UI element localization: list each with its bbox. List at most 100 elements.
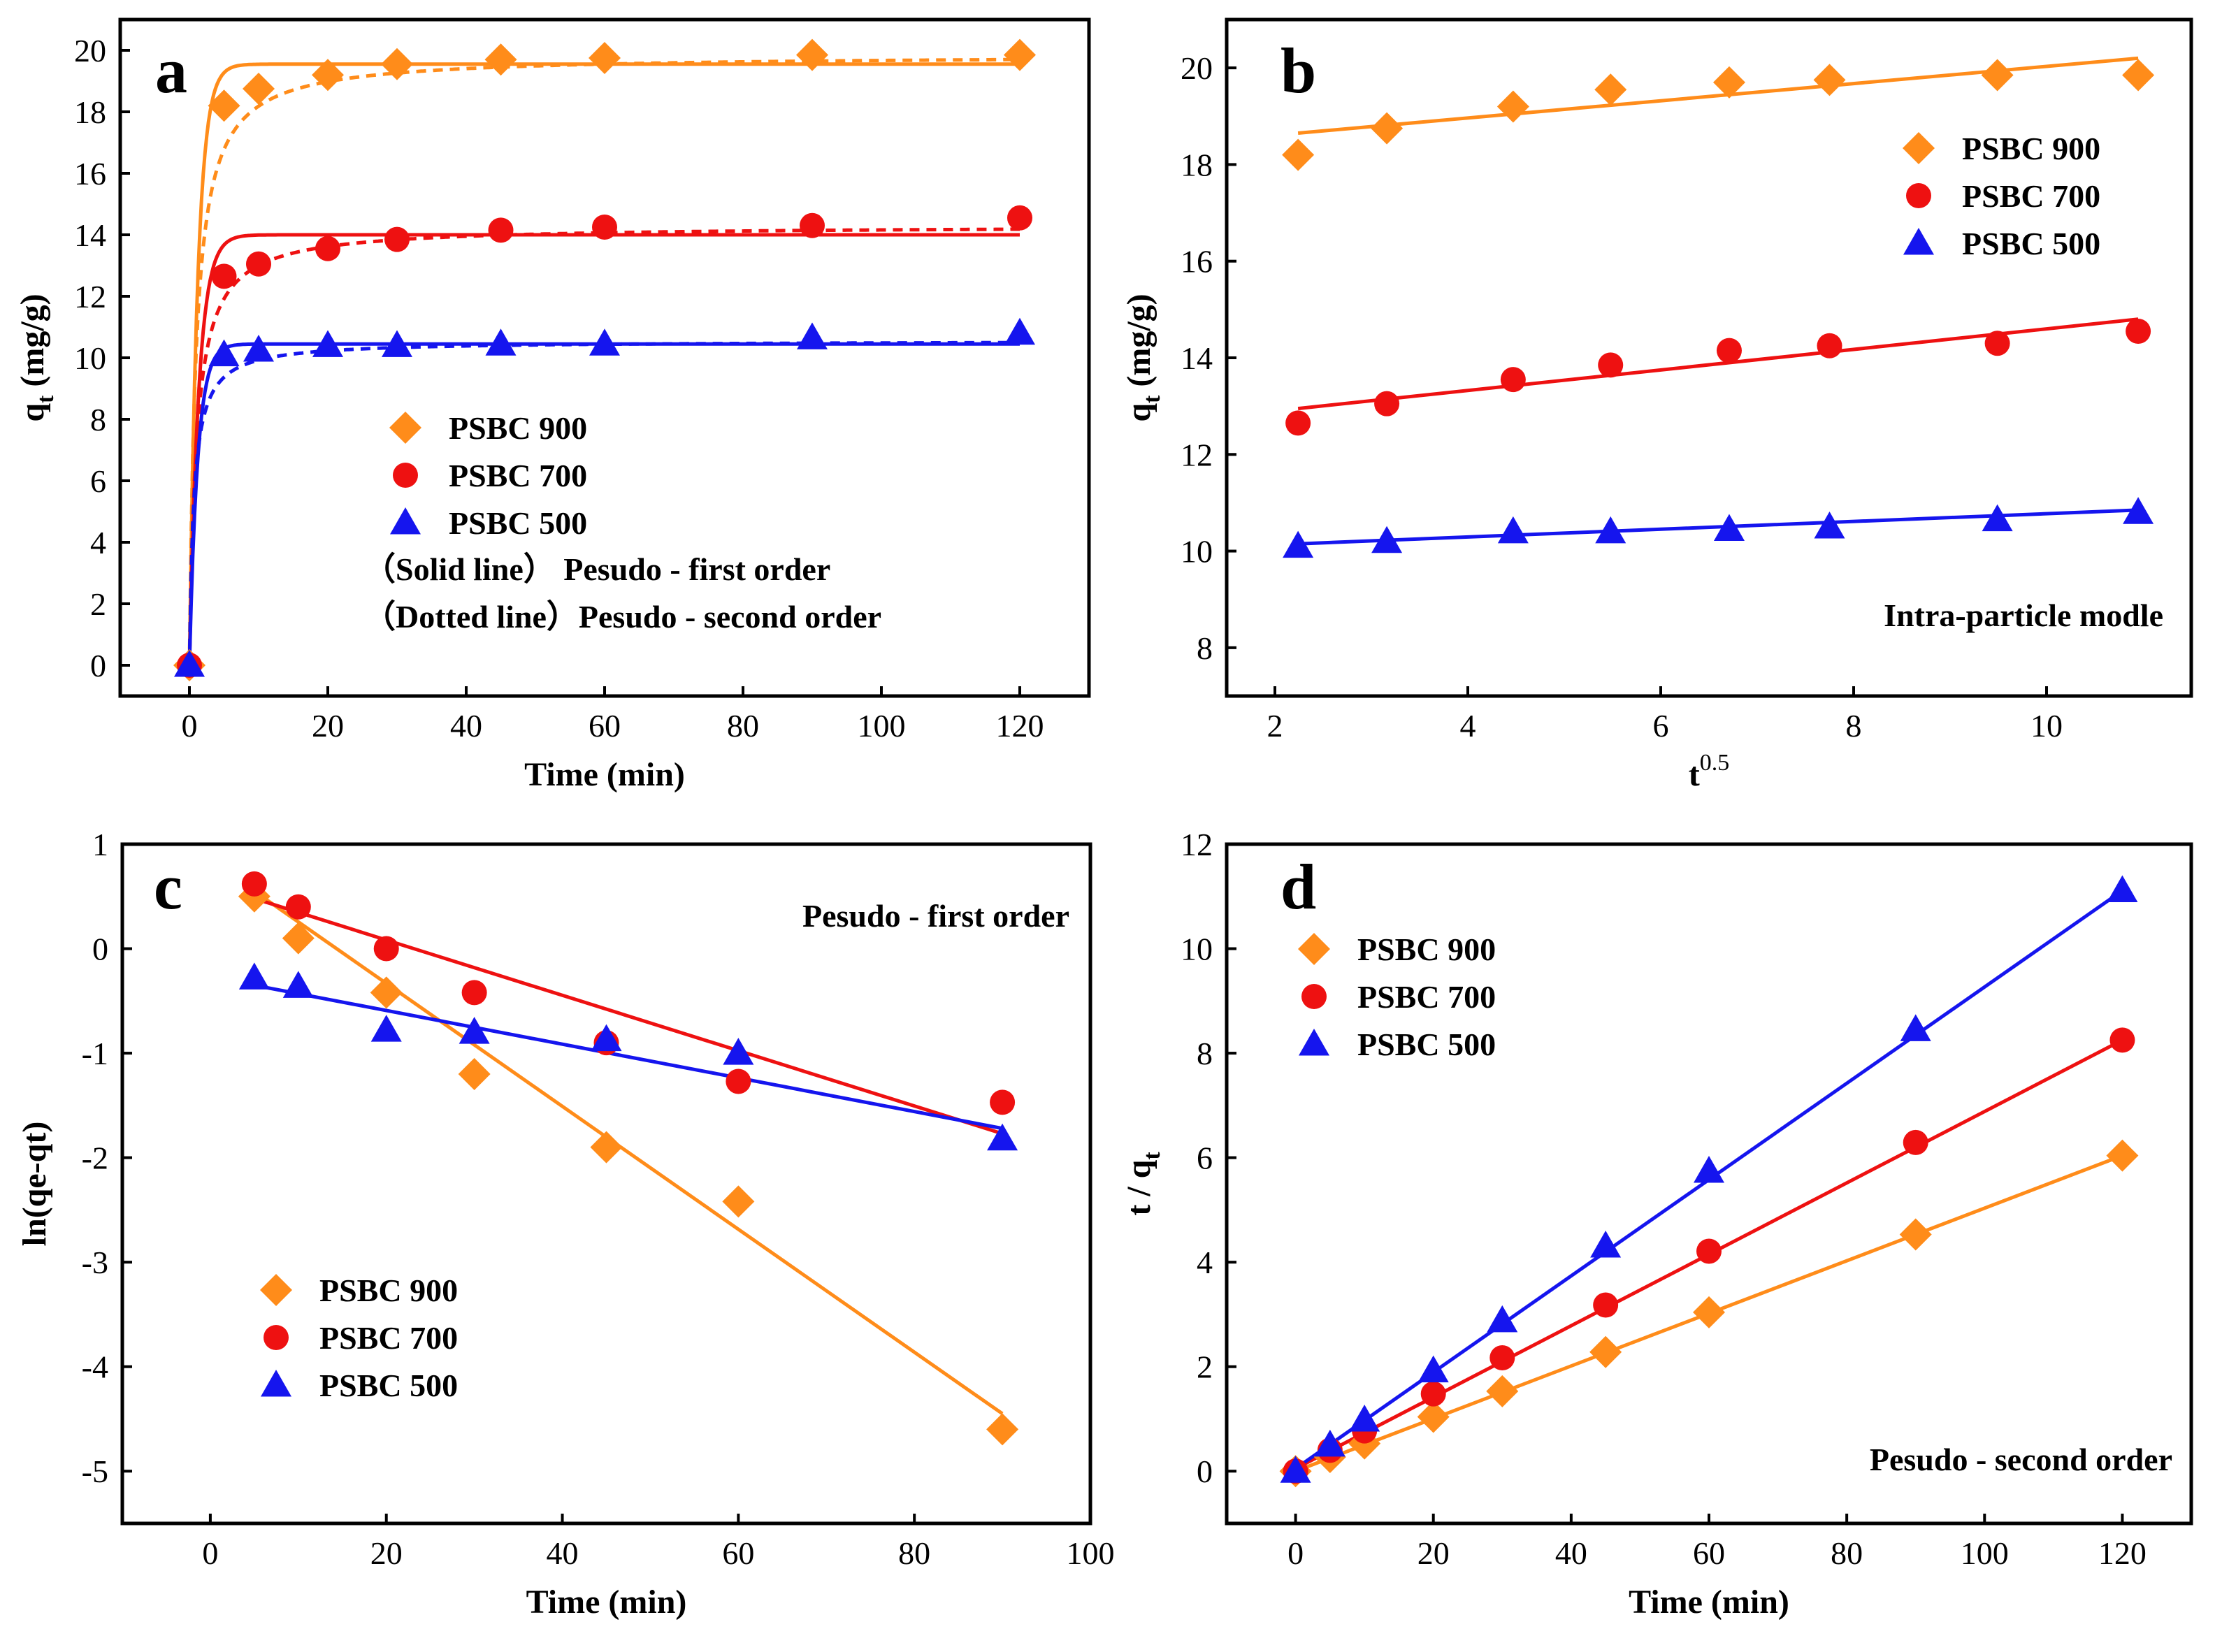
- panel-b: 2 4 6 8 10 8 10 12 14 16 18 20 t0.5 qt (mg/g) b PSBC 90…: [1120, 17, 2193, 793]
- legend-marker-psbc-900: [260, 1274, 292, 1306]
- data-point-psbc-500: [1487, 1305, 1518, 1333]
- data-point-psbc-500: [370, 1015, 402, 1042]
- data-point-psbc-500: [1349, 1404, 1380, 1432]
- data-point-psbc-500: [282, 971, 314, 998]
- x-tick-label: 20: [1417, 1535, 1450, 1571]
- y-tick-label: 2: [1197, 1349, 1213, 1385]
- x-tick-label: 100: [858, 708, 906, 744]
- data-point-psbc-700: [1420, 1381, 1446, 1407]
- legend-marker-psbc-500: [1299, 1029, 1329, 1056]
- x-tick-label: 10: [2030, 708, 2063, 744]
- data-point-psbc-500: [1694, 1156, 1724, 1183]
- data-point-psbc-900: [370, 976, 403, 1009]
- legend-label: PSBC 900: [1357, 932, 1496, 967]
- y-tick-label: 8: [1197, 1036, 1213, 1071]
- data-point-psbc-700: [1716, 338, 1742, 363]
- data-point-psbc-900: [1712, 66, 1745, 99]
- x-tick-label: 2: [1267, 708, 1283, 744]
- data-point-psbc-500: [485, 328, 517, 356]
- data-point-psbc-700: [726, 1068, 751, 1094]
- annotation-text: Pesudo - second order: [1870, 1442, 2172, 1477]
- data-point-psbc-700: [461, 980, 487, 1006]
- legend-label: PSBC 500: [1357, 1027, 1496, 1062]
- x-axis-label: t0.5: [1689, 750, 1729, 793]
- data-point-psbc-500: [1004, 317, 1035, 345]
- data-point-psbc-900: [1693, 1296, 1725, 1328]
- y-tick-label: 10: [74, 340, 106, 376]
- data-point-psbc-500: [208, 339, 240, 367]
- data-point-psbc-500: [1900, 1014, 1931, 1041]
- x-tick-label: 40: [450, 708, 482, 744]
- legend-label: PSBC 900: [449, 410, 587, 446]
- legend-marker-psbc-700: [264, 1325, 289, 1350]
- y-tick-label: 12: [1181, 827, 1213, 862]
- y-tick-label: 2: [90, 586, 106, 622]
- x-tick-label: 40: [547, 1535, 579, 1571]
- y-axis-label: t / qt: [1120, 1152, 1165, 1216]
- data-point-psbc-500: [174, 650, 205, 677]
- x-tick-label: 60: [589, 708, 621, 744]
- data-point-psbc-700: [384, 226, 410, 252]
- legend-label: PSBC 700: [1962, 178, 2100, 214]
- data-point-psbc-900: [1589, 1335, 1622, 1368]
- y-tick-label: 18: [74, 94, 106, 130]
- data-point-psbc-900: [1981, 59, 2014, 92]
- panel-d: 0 20 40 60 80 100 120 0 2 4 6 8 10 12 Time (min) t / qt…: [1120, 827, 2193, 1621]
- data-point-psbc-500: [1595, 516, 1626, 544]
- x-tick-label: 0: [182, 708, 198, 744]
- x-tick-label: 80: [727, 708, 759, 744]
- x-axis-label: Time (min): [1629, 1584, 1789, 1621]
- y-tick-label: 20: [1181, 50, 1213, 86]
- data-point-psbc-700: [2126, 318, 2151, 344]
- data-point-psbc-700: [211, 263, 237, 289]
- legend-label: PSBC 900: [1962, 131, 2100, 166]
- data-point-psbc-900: [1486, 1375, 1519, 1407]
- data-point-psbc-500: [1417, 1355, 1449, 1383]
- data-point-psbc-700: [285, 894, 311, 920]
- x-tick-label: 60: [1693, 1535, 1725, 1571]
- x-axis-label: Time (min): [524, 756, 685, 793]
- data-point-psbc-500: [459, 1017, 490, 1044]
- x-tick-label: 100: [1067, 1535, 1115, 1571]
- legend-label: PSBC 700: [319, 1320, 458, 1356]
- y-tick-label: 16: [1181, 244, 1213, 280]
- y-axis-label: qt (mg/g): [1120, 294, 1165, 421]
- panel-letter: d: [1280, 851, 1316, 922]
- legend-marker-psbc-700: [1906, 183, 1931, 208]
- y-tick-label: 10: [1181, 534, 1213, 570]
- data-point-psbc-900: [2106, 1139, 2139, 1172]
- data-point-psbc-700: [488, 217, 514, 243]
- data-point-psbc-500: [1590, 1230, 1622, 1258]
- data-point-psbc-700: [1696, 1238, 1722, 1264]
- y-tick-label: 0: [92, 932, 108, 967]
- data-point-psbc-900: [458, 1057, 491, 1090]
- x-tick-label: 20: [370, 1535, 403, 1571]
- legend-marker-psbc-700: [393, 463, 418, 488]
- y-tick-label: 1: [92, 827, 108, 862]
- data-point-psbc-500: [312, 330, 343, 357]
- data-point-psbc-700: [2109, 1027, 2135, 1053]
- x-tick-label: 0: [1287, 1535, 1304, 1571]
- data-point-psbc-500: [723, 1038, 754, 1065]
- y-tick-label: 12: [74, 279, 106, 314]
- data-point-psbc-500: [1814, 512, 1845, 539]
- legend-marker-psbc-900: [1903, 132, 1935, 164]
- data-point-psbc-900: [1371, 112, 1404, 145]
- y-tick-label: 14: [1181, 340, 1213, 376]
- data-point-psbc-500: [2123, 497, 2154, 524]
- data-point-psbc-500: [1982, 504, 2013, 532]
- data-point-psbc-500: [797, 322, 828, 349]
- legend-label: PSBC 900: [319, 1273, 458, 1308]
- legend-marker-psbc-900: [389, 412, 421, 444]
- legend-label: PSBC 700: [1357, 979, 1496, 1015]
- y-tick-label: 18: [1181, 147, 1213, 182]
- plot-frame: [120, 842, 1092, 1526]
- panel-c: 0 20 40 60 80 100 1 0 -1 -2 -3 -4 -5 Time (min) ln(qe-…: [16, 827, 1115, 1621]
- data-point-psbc-700: [241, 871, 267, 897]
- data-point-psbc-500: [1371, 526, 1403, 553]
- x-tick-label: 0: [202, 1535, 218, 1571]
- data-point-psbc-700: [1500, 367, 1526, 393]
- data-point-psbc-900: [484, 43, 517, 76]
- data-point-psbc-900: [1813, 64, 1846, 96]
